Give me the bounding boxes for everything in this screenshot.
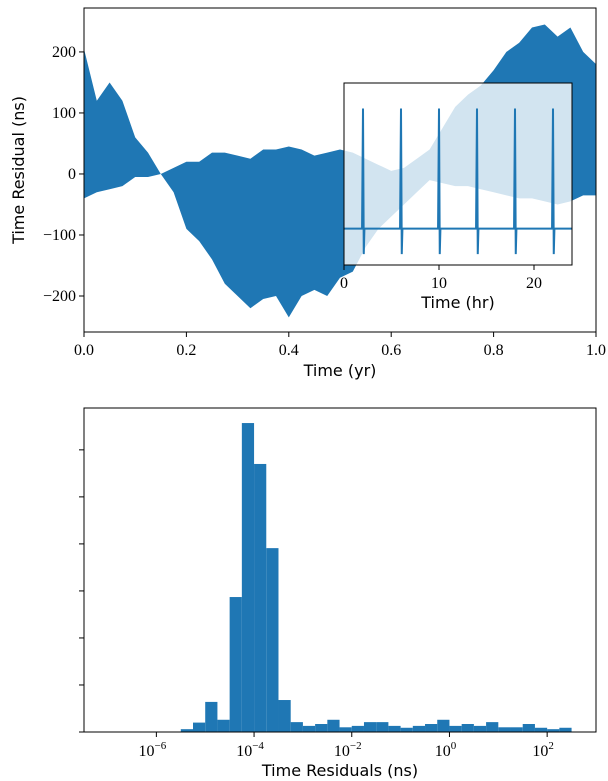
bar bbox=[534, 727, 548, 732]
tick-exponent: −4 bbox=[252, 740, 264, 752]
tick-base: 10 bbox=[139, 743, 155, 760]
bar bbox=[449, 725, 462, 732]
x-tick-label: 10−2 bbox=[334, 740, 362, 760]
x-tick-label: 10−4 bbox=[236, 740, 264, 760]
x-tick-label: 102 bbox=[532, 740, 554, 760]
x-axis-label: Time (yr) bbox=[303, 361, 377, 380]
bar bbox=[473, 725, 487, 732]
bar bbox=[522, 724, 535, 732]
inset-frame bbox=[343, 82, 573, 266]
x-tick-label: 0.2 bbox=[176, 342, 196, 359]
x-tick-label: 1.0 bbox=[586, 342, 606, 359]
bar bbox=[425, 724, 438, 732]
bar bbox=[412, 725, 426, 732]
bar bbox=[339, 727, 352, 732]
tick-base: 10 bbox=[532, 743, 548, 760]
bar bbox=[254, 463, 267, 732]
y-tick-label: −200 bbox=[43, 288, 76, 305]
x-tick-label: 10−6 bbox=[139, 740, 167, 760]
bar bbox=[559, 727, 572, 732]
bar bbox=[193, 722, 206, 732]
bar bbox=[400, 727, 413, 732]
tick-exponent: 0 bbox=[451, 740, 457, 752]
bar bbox=[388, 725, 401, 732]
bar bbox=[351, 725, 364, 732]
bar bbox=[461, 724, 474, 732]
bar bbox=[217, 719, 230, 732]
x-tick-label: 0.8 bbox=[484, 342, 504, 359]
y-tick-label: 200 bbox=[52, 44, 76, 61]
axes-frame bbox=[83, 407, 597, 733]
bar bbox=[327, 719, 340, 732]
x-axis-label: Time Residuals (ns) bbox=[261, 761, 418, 780]
bar bbox=[510, 727, 523, 732]
x-tick-label: 100 bbox=[435, 740, 457, 760]
line bbox=[344, 108, 572, 255]
bar bbox=[315, 724, 328, 732]
x-tick-label: 10 bbox=[431, 275, 447, 292]
tick-exponent: −2 bbox=[350, 740, 362, 752]
bar bbox=[302, 725, 316, 732]
bar bbox=[180, 729, 194, 732]
tick-base: 10 bbox=[435, 743, 451, 760]
bar bbox=[241, 423, 255, 732]
x-tick-label: 0.4 bbox=[279, 342, 299, 359]
bar bbox=[266, 548, 279, 732]
bar bbox=[547, 729, 560, 732]
tick-exponent: 2 bbox=[548, 740, 554, 752]
bar bbox=[363, 722, 377, 732]
y-axis-label: Time Residual (ns) bbox=[9, 96, 28, 245]
y-tick-label: 100 bbox=[52, 105, 76, 122]
bar bbox=[498, 727, 511, 732]
x-tick-label: 0.0 bbox=[74, 342, 94, 359]
tick-base: 10 bbox=[236, 743, 252, 760]
tick-base: 10 bbox=[334, 743, 350, 760]
x-tick-label: 0.6 bbox=[381, 342, 401, 359]
y-tick-label: 0 bbox=[68, 166, 76, 183]
x-axis-label: Time (hr) bbox=[420, 293, 494, 312]
x-tick-label: 0 bbox=[340, 275, 348, 292]
bar bbox=[290, 722, 303, 732]
bar bbox=[486, 722, 499, 732]
bar bbox=[437, 719, 450, 732]
tick-exponent: −6 bbox=[155, 740, 167, 752]
axes-frame bbox=[83, 7, 597, 333]
bar bbox=[205, 701, 218, 732]
bar bbox=[376, 722, 389, 732]
bar bbox=[229, 597, 242, 732]
bar bbox=[278, 700, 291, 732]
x-tick-label: 20 bbox=[526, 275, 542, 292]
inset-background bbox=[344, 83, 572, 265]
y-tick-label: −100 bbox=[43, 227, 76, 244]
